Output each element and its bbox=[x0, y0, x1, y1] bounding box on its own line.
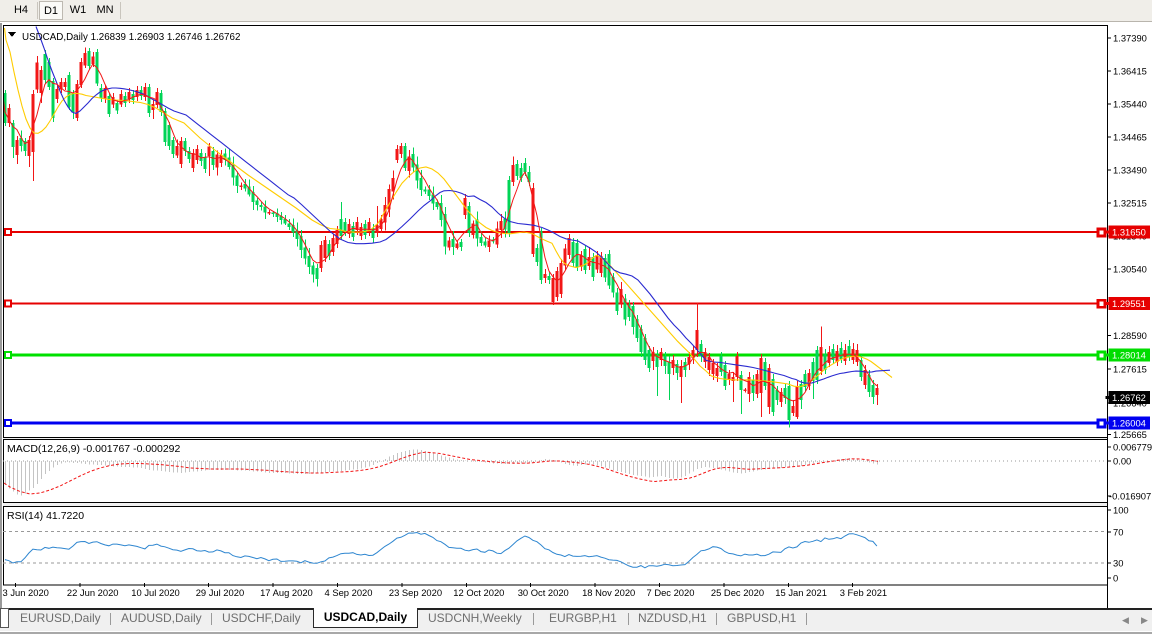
svg-text:1.33490: 1.33490 bbox=[1113, 165, 1147, 176]
svg-text:18 Nov 2020: 18 Nov 2020 bbox=[582, 587, 635, 598]
svg-text:0.00: 0.00 bbox=[1113, 456, 1131, 467]
svg-text:1.26762: 1.26762 bbox=[1112, 392, 1146, 403]
svg-text:17 Aug 2020: 17 Aug 2020 bbox=[260, 587, 313, 598]
svg-text:70: 70 bbox=[1113, 527, 1123, 538]
svg-text:1.25665: 1.25665 bbox=[1113, 429, 1147, 440]
svg-text:1.31650: 1.31650 bbox=[1112, 227, 1146, 238]
svg-text:22 Jun 2020: 22 Jun 2020 bbox=[67, 587, 119, 598]
svg-text:100: 100 bbox=[1113, 505, 1129, 516]
svg-text:1.36415: 1.36415 bbox=[1113, 66, 1147, 77]
svg-text:-0.016907: -0.016907 bbox=[1109, 491, 1151, 502]
svg-text:0.006779: 0.006779 bbox=[1113, 442, 1152, 453]
svg-text:15 Jan 2021: 15 Jan 2021 bbox=[775, 587, 827, 598]
svg-text:1.34465: 1.34465 bbox=[1113, 132, 1147, 143]
svg-text:1.35440: 1.35440 bbox=[1113, 99, 1147, 110]
svg-text:0: 0 bbox=[1113, 573, 1118, 584]
svg-text:30: 30 bbox=[1113, 558, 1123, 569]
svg-text:10 Jul 2020: 10 Jul 2020 bbox=[131, 587, 179, 598]
svg-text:12 Oct 2020: 12 Oct 2020 bbox=[453, 587, 504, 598]
svg-text:1.37390: 1.37390 bbox=[1113, 33, 1147, 44]
svg-text:25 Dec 2020: 25 Dec 2020 bbox=[711, 587, 764, 598]
svg-text:4 Sep 2020: 4 Sep 2020 bbox=[325, 587, 373, 598]
svg-text:1.29551: 1.29551 bbox=[1112, 298, 1146, 309]
svg-text:MACD(12,26,9) -0.001767 -0.000: MACD(12,26,9) -0.001767 -0.000292 bbox=[7, 443, 181, 455]
svg-text:23 Sep 2020: 23 Sep 2020 bbox=[389, 587, 442, 598]
svg-text:RSI(14) 41.7220: RSI(14) 41.7220 bbox=[7, 510, 84, 522]
svg-text:1.27615: 1.27615 bbox=[1113, 363, 1147, 374]
svg-text:29 Jul 2020: 29 Jul 2020 bbox=[196, 587, 244, 598]
svg-text:1.28590: 1.28590 bbox=[1113, 330, 1147, 341]
svg-text:1.32515: 1.32515 bbox=[1113, 197, 1147, 208]
svg-text:1.30540: 1.30540 bbox=[1113, 264, 1147, 275]
svg-text:1.26004: 1.26004 bbox=[1112, 418, 1146, 429]
svg-text:3 Feb 2021: 3 Feb 2021 bbox=[840, 587, 887, 598]
svg-text:USDCAD,Daily 1.26839 1.26903: USDCAD,Daily 1.26839 1.26903 1.26746 1.2… bbox=[22, 32, 240, 43]
svg-text:3 Jun 2020: 3 Jun 2020 bbox=[3, 587, 49, 598]
svg-text:1.28014: 1.28014 bbox=[1112, 350, 1146, 361]
svg-text:7 Dec 2020: 7 Dec 2020 bbox=[647, 587, 695, 598]
svg-text:30 Oct 2020: 30 Oct 2020 bbox=[518, 587, 569, 598]
